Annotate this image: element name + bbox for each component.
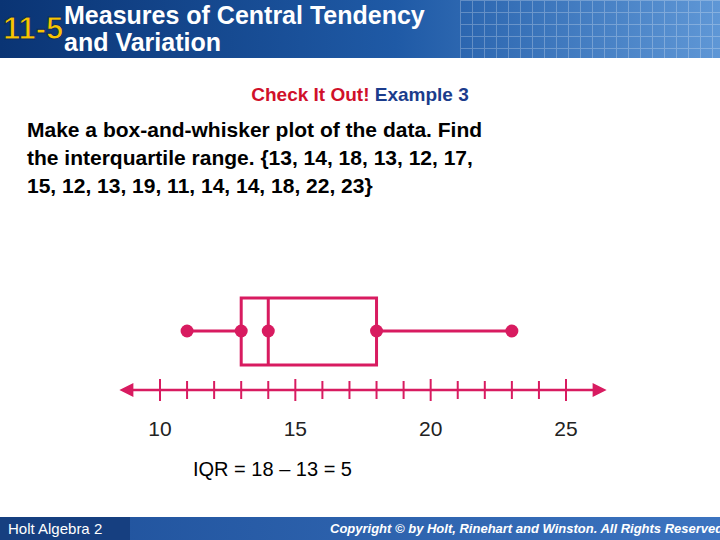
whisker [187,330,241,333]
point-min [181,325,194,338]
tick-label: 15 [284,417,307,440]
minor-tick [348,381,350,399]
tick [565,379,567,401]
axis-arrow [593,383,607,397]
annotation: IQR = 18 – 13 = 5 [193,458,352,481]
example-label: Example 3 [369,84,468,105]
slide: 11-5Measures of Central Tendencyand Vari… [0,0,720,540]
axis-line [125,389,600,392]
minor-tick [457,381,459,399]
minor-tick [240,381,242,399]
minor-tick [403,381,405,399]
point-q1 [235,325,248,338]
tick-label: 25 [554,417,577,440]
footer-left: Holt Algebra 2 [8,520,102,537]
point-q3 [370,325,383,338]
chart: 10 15 20 25 [0,0,720,540]
problem-text: Make a box-and-whisker plot of the data.… [27,118,482,142]
tick-label: 10 [148,417,171,440]
point-max [505,325,518,338]
axis-arrow [119,383,133,397]
minor-tick [267,381,269,399]
lesson-title: Measures of Central Tendency [64,1,425,30]
example-heading: Check It Out! Example 3 [0,84,720,106]
tick-label: 20 [419,417,442,440]
minor-tick [484,381,486,399]
minor-tick [376,381,378,399]
problem-text: 15, 12, 13, 19, 11, 14, 14, 18, 22, 23} [27,174,373,198]
minor-tick [213,381,215,399]
tick [430,379,432,401]
minor-tick [321,381,323,399]
footer-right: Copyright © by Holt, Rinehart and Winsto… [330,521,720,536]
minor-tick [538,381,540,399]
problem-text: the interquartile range. {13, 14, 18, 13… [27,146,473,170]
marks [181,298,519,365]
check-label: Check It Out! [251,84,369,105]
header-grid [460,0,720,58]
box [241,298,376,365]
minor-tick [511,381,513,399]
minor-tick [186,381,188,399]
tick [294,379,296,401]
point-median [262,325,275,338]
lesson-badge: 11-5 [3,11,63,47]
whisker [377,330,512,333]
tick [159,379,161,401]
lesson-title: and Variation [64,28,221,57]
